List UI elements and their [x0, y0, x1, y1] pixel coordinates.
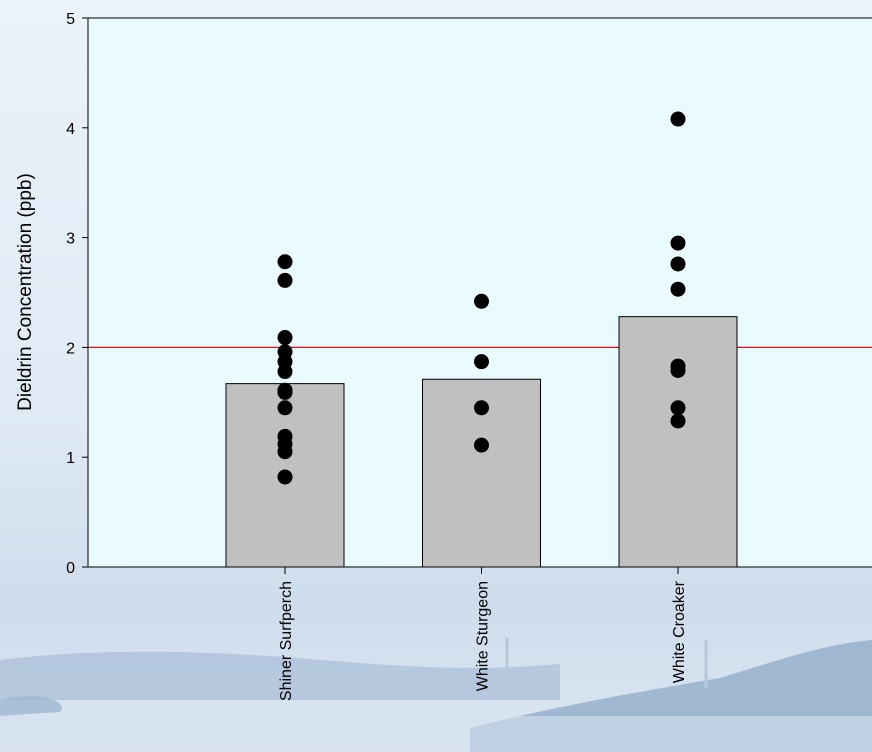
- background-scenery: [0, 638, 872, 752]
- y-tick-label: 4: [66, 121, 75, 138]
- y-tick-label: 5: [66, 11, 75, 28]
- y-tick-label: 3: [66, 231, 75, 248]
- data-point: [277, 469, 293, 485]
- data-point: [670, 281, 686, 297]
- data-point: [277, 400, 293, 416]
- y-tick-label: 2: [66, 340, 75, 357]
- x-category-label: White Sturgeon: [475, 581, 492, 691]
- x-category-label: White Croaker: [671, 580, 688, 683]
- data-point: [670, 400, 686, 416]
- data-point: [474, 293, 489, 309]
- data-point: [277, 384, 293, 400]
- data-point: [277, 330, 293, 346]
- data-point: [277, 272, 293, 288]
- data-point: [670, 111, 686, 127]
- data-point: [277, 364, 293, 380]
- y-tick-label: 0: [66, 560, 75, 577]
- x-category-label: Shiner Surfperch: [278, 581, 295, 701]
- data-point: [277, 444, 293, 460]
- bar-white-croaker: [618, 316, 738, 568]
- data-point: [474, 437, 489, 453]
- data-point: [670, 235, 686, 251]
- y-axis-title: Dieldrin Concentration (ppb): [15, 173, 36, 411]
- data-point: [670, 256, 686, 272]
- data-point: [670, 362, 686, 378]
- y-tick-label: 1: [66, 450, 75, 467]
- data-point: [670, 413, 686, 429]
- data-point: [474, 354, 489, 370]
- data-point: [277, 254, 293, 270]
- data-point: [474, 400, 489, 416]
